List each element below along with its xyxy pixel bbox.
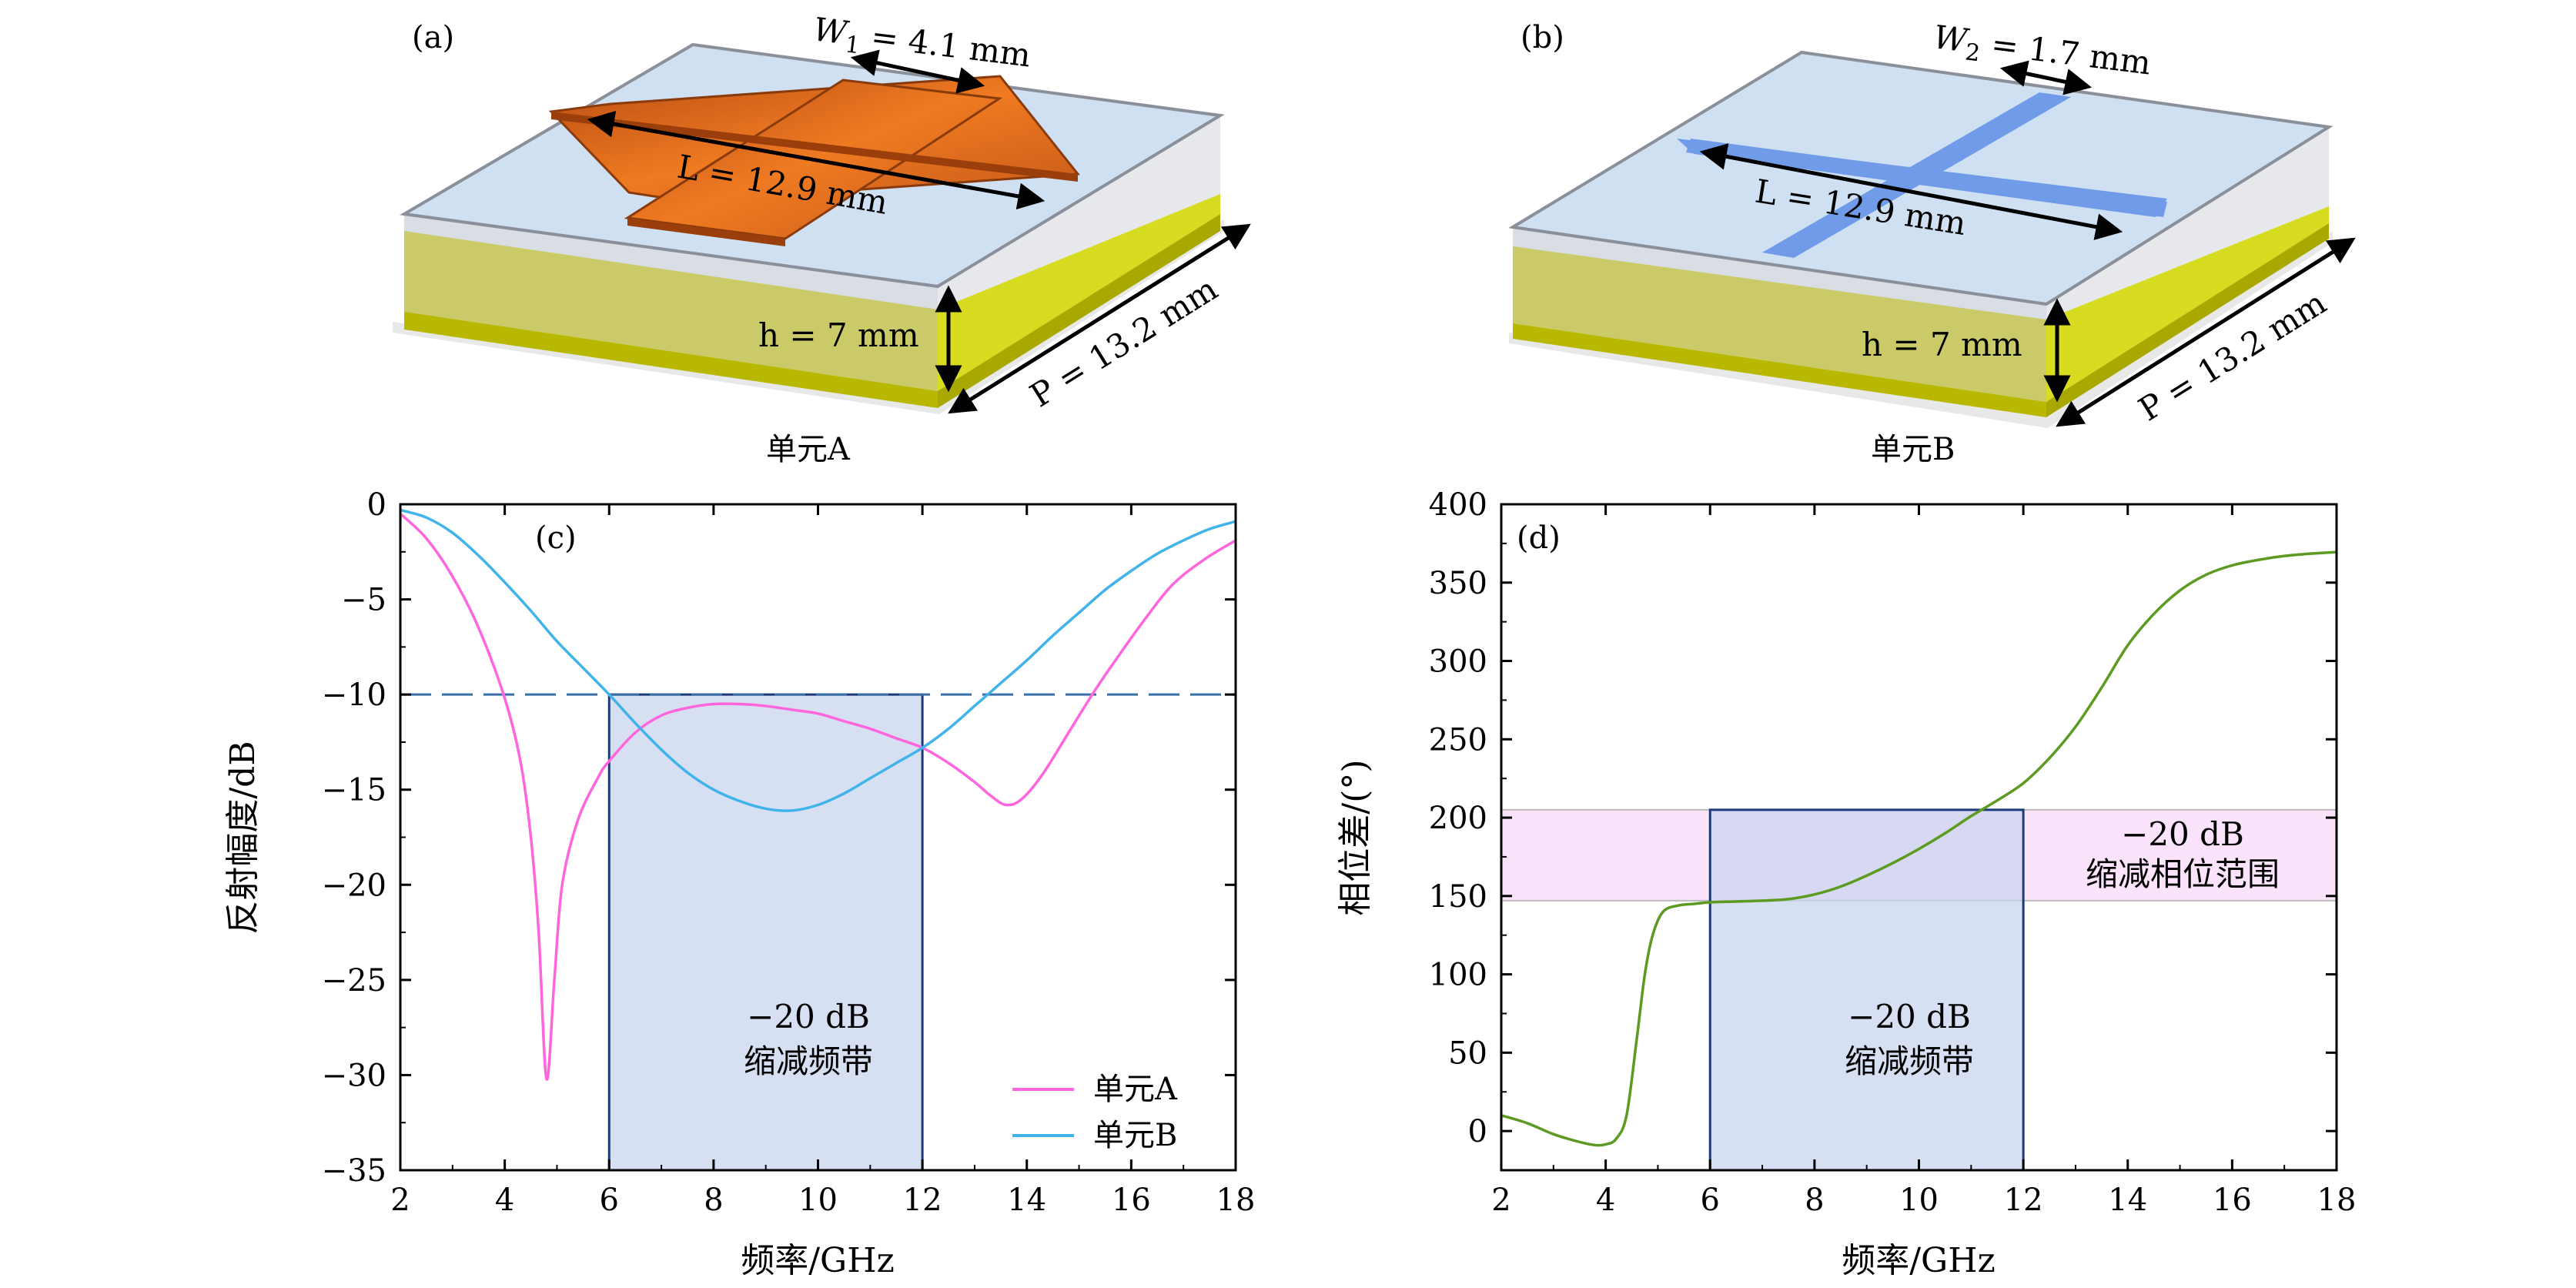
x-axis-label: 频率/GHz bbox=[741, 1241, 895, 1280]
unit-caption: 单元A bbox=[766, 432, 851, 467]
y-tick-label: 300 bbox=[1429, 644, 1487, 680]
height-label: h = 7 mm bbox=[1862, 326, 2022, 363]
y-tick-label: 400 bbox=[1429, 487, 1487, 523]
x-tick-label: 14 bbox=[1007, 1183, 1046, 1218]
x-tick-label: 8 bbox=[704, 1183, 723, 1218]
series-line-2 bbox=[400, 508, 1236, 812]
y-tick-label: −25 bbox=[322, 963, 386, 999]
phase-range-label-1: −20 dB bbox=[2121, 815, 2244, 853]
x-tick-label: 12 bbox=[2004, 1183, 2043, 1218]
legend: 单元A 单元B bbox=[1012, 1072, 1178, 1153]
band-label-1: −20 dB bbox=[1848, 998, 1971, 1035]
y-tick-label: −30 bbox=[322, 1058, 386, 1093]
x-tick-label: 14 bbox=[2108, 1183, 2147, 1218]
height-label: h = 7 mm bbox=[758, 316, 919, 354]
x-tick-label: 10 bbox=[798, 1183, 838, 1218]
x-tick-label: 6 bbox=[600, 1183, 619, 1218]
y-tick-label: −35 bbox=[322, 1153, 386, 1189]
y-axis-label: 反射幅度/dB bbox=[223, 741, 263, 934]
x-axis-label: 频率/GHz bbox=[1842, 1241, 1996, 1280]
x-tick-label: 18 bbox=[1216, 1183, 1256, 1218]
y-tick-label: −5 bbox=[341, 583, 386, 618]
panel-label: (c) bbox=[535, 520, 577, 556]
reduction-band bbox=[607, 693, 924, 1172]
y-tick-label: 200 bbox=[1429, 801, 1487, 836]
legend-label-b: 单元B bbox=[1093, 1118, 1177, 1153]
panel-label: (d) bbox=[1517, 520, 1561, 556]
x-tick-label: 4 bbox=[495, 1183, 514, 1218]
y-tick-label: 0 bbox=[1468, 1114, 1487, 1149]
x-tick-label: 18 bbox=[2317, 1183, 2357, 1218]
y-tick-label: −10 bbox=[322, 677, 386, 713]
y-axis-label: 相位差/(°) bbox=[1336, 759, 1375, 915]
x-tick-label: 6 bbox=[1701, 1183, 1720, 1218]
y-tick-label: 250 bbox=[1429, 722, 1487, 758]
x-tick-label: 8 bbox=[1805, 1183, 1824, 1218]
panel-b: (b) W2 = 1.7 mm L = 12.9 mm h = 7 mm P =… bbox=[1508, 18, 2356, 467]
y-tick-label: −15 bbox=[322, 773, 386, 808]
x-tick-label: 4 bbox=[1596, 1183, 1615, 1218]
phase-range-label-2: 缩减相位范围 bbox=[2086, 855, 2280, 893]
panel-label: (a) bbox=[412, 20, 454, 55]
x-tick-label: 10 bbox=[1899, 1183, 1939, 1218]
panel-a: (a) W1 = 4.1 mm L = 12.9 mm h = 7 mm P =… bbox=[393, 10, 1251, 467]
series-line-1 bbox=[399, 513, 1236, 1081]
reduction-band bbox=[1708, 808, 2025, 1172]
panel-label: (b) bbox=[1521, 20, 1564, 55]
y-tick-label: 0 bbox=[367, 487, 386, 523]
legend-label-a: 单元A bbox=[1093, 1072, 1178, 1107]
band-label-1: −20 dB bbox=[747, 998, 870, 1035]
band-label-2: 缩减频带 bbox=[1845, 1042, 1974, 1080]
x-tick-label: 2 bbox=[390, 1183, 410, 1218]
series-line-1 bbox=[1500, 550, 2337, 1147]
unit-caption: 单元B bbox=[1871, 432, 1955, 467]
y-tick-label: 150 bbox=[1429, 879, 1487, 915]
y-tick-label: 100 bbox=[1429, 958, 1487, 993]
x-tick-label: 12 bbox=[903, 1183, 942, 1218]
x-tick-label: 16 bbox=[2213, 1183, 2252, 1218]
chart-d: 2 4 6 8 10 12 14 16 18 0 50 100 150 200 250 300 350 400 (… bbox=[1336, 487, 2356, 1280]
chart-c: 2 4 6 8 10 12 14 16 180−5−10−15−20−25−30−35 (c) … bbox=[223, 487, 1255, 1280]
x-tick-label: 2 bbox=[1491, 1183, 1510, 1218]
y-tick-label: −20 bbox=[322, 868, 386, 903]
band-label-2: 缩减频带 bbox=[744, 1042, 873, 1080]
x-tick-label: 16 bbox=[1112, 1183, 1151, 1218]
y-tick-label: 50 bbox=[1448, 1035, 1487, 1071]
y-tick-label: 350 bbox=[1429, 566, 1487, 601]
